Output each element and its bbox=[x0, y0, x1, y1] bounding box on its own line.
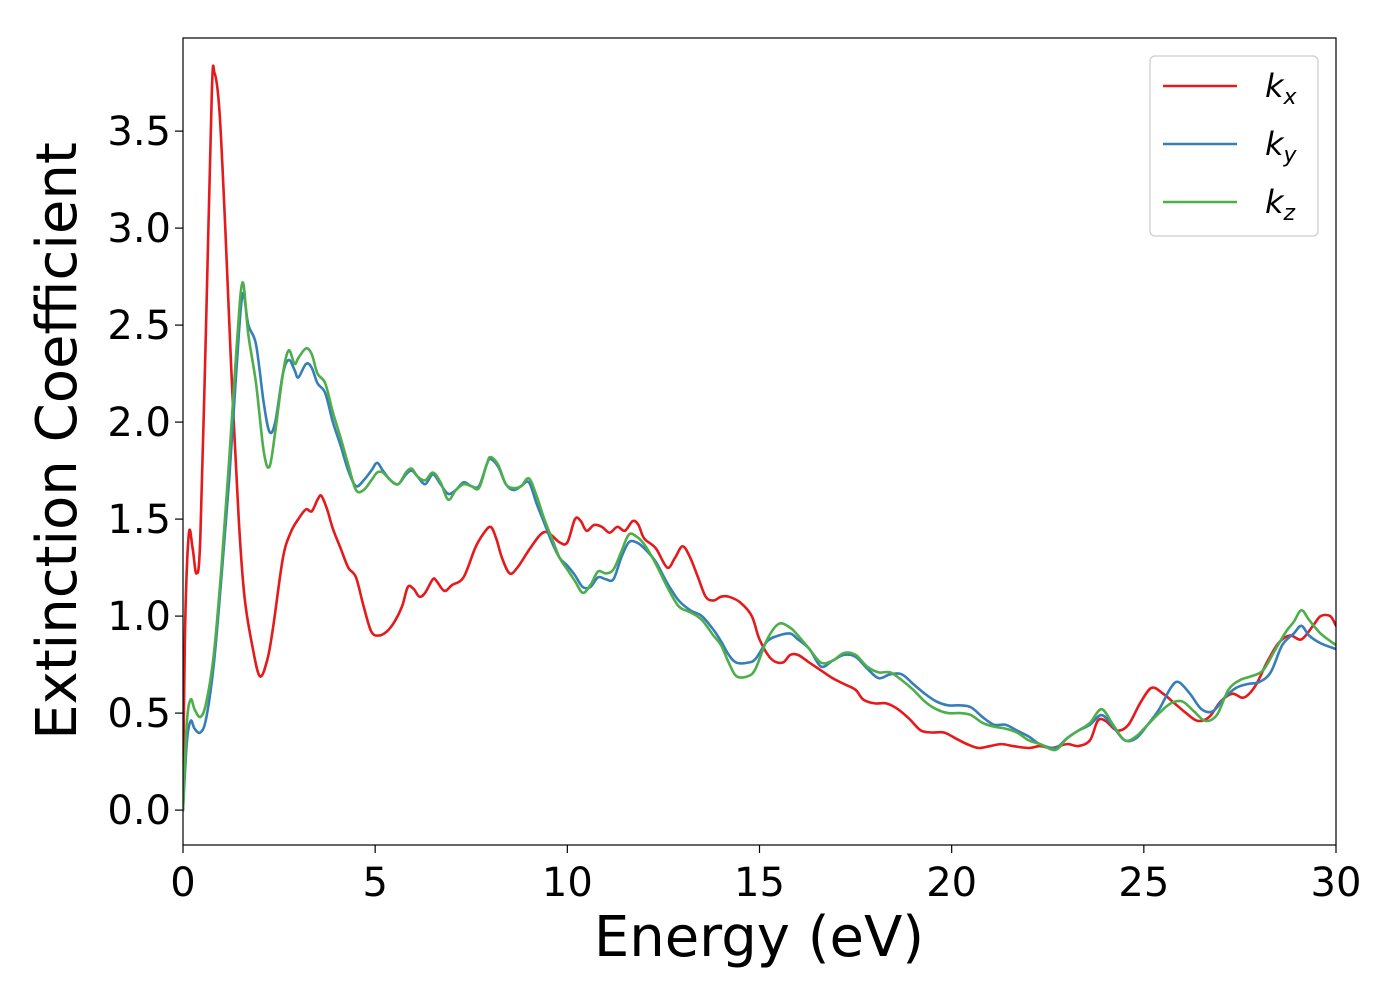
x-tick-label: 20 bbox=[926, 860, 977, 906]
y-tick-label: 3.5 bbox=[107, 109, 171, 155]
legend-label-x: kx bbox=[1265, 67, 1298, 110]
y-tick-label: 2.5 bbox=[107, 303, 171, 349]
y-axis-title: Extinction Coefficient bbox=[25, 142, 90, 740]
legend-label-z: kz bbox=[1265, 183, 1296, 226]
series-line-y bbox=[183, 291, 1336, 812]
x-tick-label: 15 bbox=[734, 860, 785, 906]
x-tick-label: 5 bbox=[362, 860, 387, 906]
x-tick-label: 25 bbox=[1118, 860, 1169, 906]
x-axis: 0 5 10 15 20 25 30 bbox=[170, 845, 1361, 906]
y-tick-label: 2.0 bbox=[107, 400, 171, 446]
x-tick-label: 0 bbox=[170, 860, 195, 906]
series-layer bbox=[183, 64, 1336, 812]
legend: kx ky kz bbox=[1149, 55, 1319, 237]
x-tick-label: 30 bbox=[1311, 860, 1362, 906]
y-tick-label: 0.5 bbox=[107, 691, 171, 737]
legend-box bbox=[1149, 55, 1319, 237]
y-tick-label: 0.0 bbox=[107, 788, 171, 834]
y-tick-label: 1.0 bbox=[107, 594, 171, 640]
y-tick-label: 1.5 bbox=[107, 497, 171, 543]
y-tick-label: 3.0 bbox=[107, 206, 171, 252]
series-line-z bbox=[183, 281, 1336, 812]
series-line-x bbox=[183, 64, 1336, 812]
x-axis-title: Energy (eV) bbox=[594, 905, 924, 970]
y-axis: 0.0 0.5 1.0 1.5 2.0 2.5 3.0 3.5 bbox=[107, 109, 183, 834]
x-tick-label: 10 bbox=[542, 860, 593, 906]
legend-label-y: ky bbox=[1265, 125, 1298, 168]
